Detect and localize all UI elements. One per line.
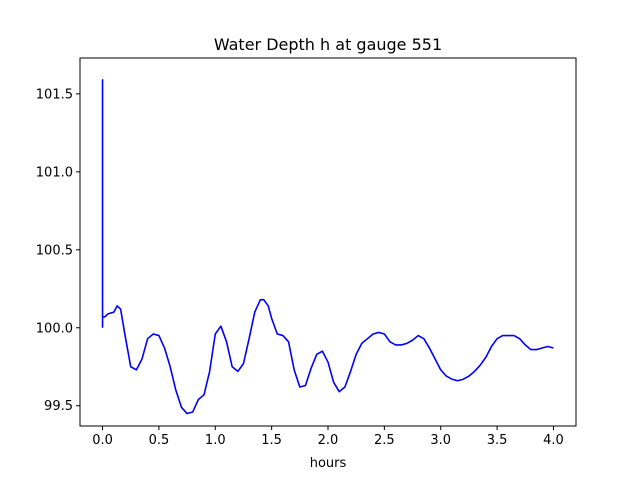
series-line-0 xyxy=(101,79,554,415)
chart-title: Water Depth h at gauge 551 xyxy=(214,35,442,54)
x-axis-ticks: 0.0 0.5 1.0 1.5 2.0 2.5 3.0 3.5 4.0 xyxy=(92,426,564,448)
x-tick-label: 2.0 xyxy=(318,433,339,448)
x-tick-label: 0.5 xyxy=(149,433,170,448)
y-tick-label: 99.5 xyxy=(44,399,73,414)
y-tick-label: 101.0 xyxy=(36,165,73,180)
x-tick-label: 3.5 xyxy=(487,433,508,448)
x-tick-label: 0.0 xyxy=(92,433,113,448)
plot-area xyxy=(101,79,554,415)
x-tick-label: 4.0 xyxy=(543,433,564,448)
y-tick-label: 101.5 xyxy=(36,87,73,102)
x-tick-label: 1.5 xyxy=(261,433,282,448)
y-tick-label: 100.5 xyxy=(36,243,73,258)
x-tick-label: 1.0 xyxy=(205,433,226,448)
x-tick-label: 3.0 xyxy=(430,433,451,448)
y-axis-ticks: 99.5 100.0 100.5 101.0 101.5 xyxy=(36,87,80,414)
y-tick-label: 100.0 xyxy=(36,321,73,336)
axes-frame xyxy=(79,57,577,427)
x-tick-label: 2.5 xyxy=(374,433,395,448)
x-axis-label: hours xyxy=(310,456,347,471)
